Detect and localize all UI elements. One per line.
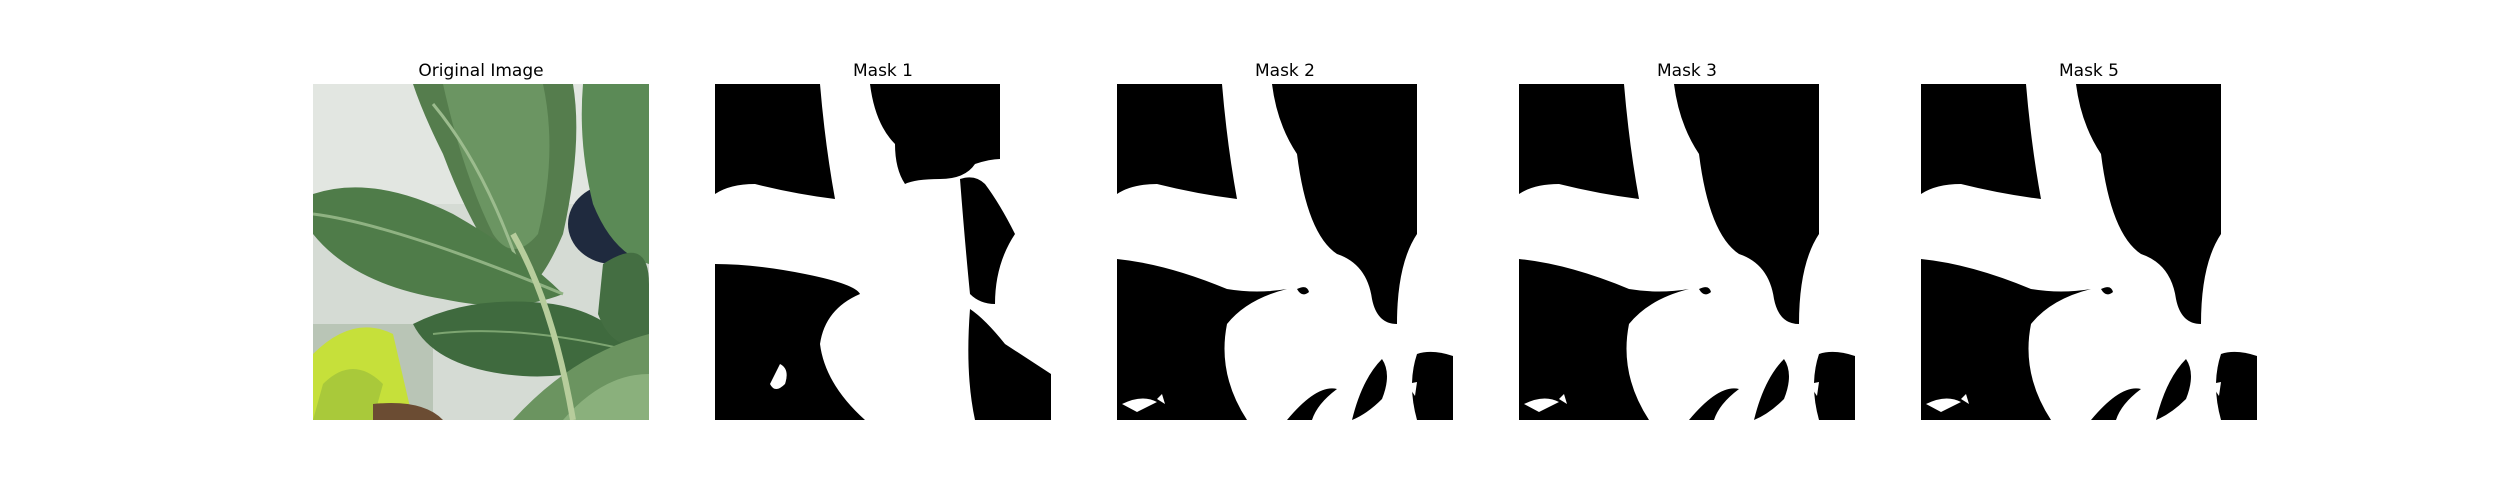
mask-image (1117, 84, 1453, 420)
panel-mask-2: Mask 2 (1117, 60, 1453, 420)
panel-original-image: Original Image (313, 60, 649, 420)
panel-title: Original Image (418, 61, 544, 81)
panel-title: Mask 2 (1254, 61, 1315, 81)
original-image (313, 84, 649, 420)
panel-title: Mask 3 (1656, 61, 1717, 81)
mask-image (715, 84, 1051, 420)
panel-title: Mask 1 (852, 61, 913, 81)
panel-mask-1: Mask 1 (715, 60, 1051, 420)
mask-image (1921, 84, 2257, 420)
panel-title: Mask 5 (2058, 61, 2119, 81)
mask-image (1519, 84, 1855, 420)
panel-mask-5: Mask 5 (1921, 60, 2257, 420)
panel-mask-3: Mask 3 (1519, 60, 1855, 420)
